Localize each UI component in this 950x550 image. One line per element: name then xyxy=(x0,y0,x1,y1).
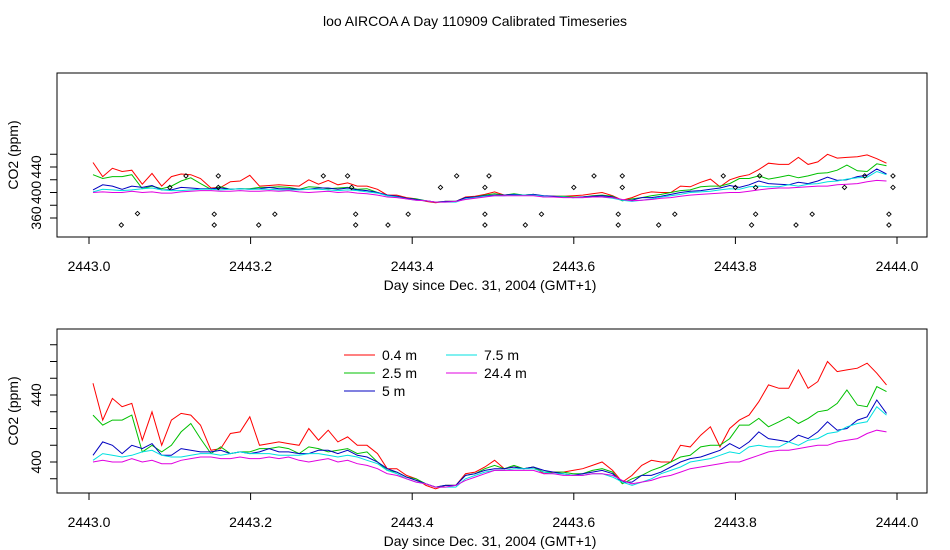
scatter-marker xyxy=(793,222,799,228)
scatter-marker xyxy=(183,173,189,179)
top-series-line-0-4-m xyxy=(92,153,887,204)
y-tick-label: 440 xyxy=(28,383,44,407)
scatter-marker xyxy=(348,184,355,191)
scatter-marker xyxy=(671,211,678,218)
scatter-marker xyxy=(591,173,597,179)
scatter-marker xyxy=(890,173,896,179)
x-tick-label: 2443.8 xyxy=(714,258,757,274)
x-tick-label: 2443.0 xyxy=(68,514,111,530)
scatter-marker xyxy=(570,184,577,191)
legend-label: 5 m xyxy=(382,383,405,399)
scatter-marker xyxy=(890,184,896,191)
x-tick-label: 2443.4 xyxy=(391,258,434,274)
scatter-marker xyxy=(886,211,892,218)
scatter-marker xyxy=(437,184,444,191)
scatter-marker xyxy=(482,211,488,218)
bottom-series-lines xyxy=(92,360,887,490)
scatter-marker xyxy=(756,173,763,179)
scatter-marker xyxy=(615,222,622,228)
top-series-lines xyxy=(92,153,887,204)
y-tick-label: 400 xyxy=(28,181,44,205)
top-y-axis-label: CO2 (ppm) xyxy=(5,120,21,189)
bottom-x-axis-label: Day since Dec. 31, 2004 (GMT+1) xyxy=(384,533,597,549)
top-scatter-markers xyxy=(118,173,896,228)
y-tick-label: 360 xyxy=(28,206,44,230)
scatter-marker xyxy=(655,222,662,228)
scatter-marker xyxy=(134,210,141,217)
scatter-marker xyxy=(619,173,626,179)
legend-label: 7.5 m xyxy=(484,347,519,363)
bottom-plot-frame xyxy=(56,328,928,494)
scatter-marker xyxy=(215,173,222,179)
scatter-marker xyxy=(619,184,626,191)
legend-label: 24.4 m xyxy=(484,365,527,381)
scatter-marker xyxy=(405,211,411,218)
bottom-series-line-7-5-m xyxy=(92,405,887,488)
scatter-marker xyxy=(748,222,755,228)
scatter-marker xyxy=(752,184,759,191)
top-series-line-24-4-m xyxy=(92,179,887,203)
x-tick-label: 2443.0 xyxy=(68,258,111,274)
top-x-axis-label: Day since Dec. 31, 2004 (GMT+1) xyxy=(384,277,597,293)
top-series-line-7-5-m xyxy=(92,170,887,203)
bottom-series-line-0-4-m xyxy=(92,360,887,490)
x-tick-label: 2443.2 xyxy=(229,258,272,274)
scatter-marker xyxy=(166,184,173,191)
x-tick-label: 2444.0 xyxy=(876,258,919,274)
scatter-marker xyxy=(482,222,488,228)
x-tick-label: 2443.6 xyxy=(552,514,595,530)
legend-label: 0.4 m xyxy=(382,347,417,363)
top-plot-frame xyxy=(56,72,928,238)
scatter-marker xyxy=(886,222,892,228)
scatter-marker xyxy=(732,184,739,191)
x-tick-label: 2444.0 xyxy=(876,514,919,530)
scatter-marker xyxy=(861,173,868,179)
top-x-axis: 2443.0 2443.2 2443.4 2443.6 2443.8 2444.0 xyxy=(68,237,919,274)
scatter-marker xyxy=(538,211,545,218)
scatter-marker xyxy=(344,173,351,179)
scatter-marker xyxy=(215,184,222,191)
scatter-marker xyxy=(522,222,529,228)
scatter-marker xyxy=(615,211,622,218)
bottom-x-axis: 2443.0 2443.2 2443.4 2443.6 2443.8 2444.0 xyxy=(68,493,919,530)
bottom-series-line-24-4-m xyxy=(92,429,887,488)
y-tick-label: 400 xyxy=(28,450,44,474)
scatter-marker xyxy=(211,222,218,228)
scatter-marker xyxy=(453,173,460,179)
x-tick-label: 2443.8 xyxy=(714,514,757,530)
scatter-marker xyxy=(352,211,359,218)
legend: 0.4 m 2.5 m 5 m 7.5 m 24.4 m xyxy=(344,347,527,399)
scatter-marker xyxy=(752,211,759,218)
scatter-marker xyxy=(809,211,815,218)
scatter-marker xyxy=(486,173,492,179)
legend-label: 2.5 m xyxy=(382,365,417,381)
x-tick-label: 2443.2 xyxy=(229,514,272,530)
scatter-marker xyxy=(841,184,848,191)
scatter-marker xyxy=(720,173,727,179)
bottom-y-axis: 400 440 xyxy=(28,344,57,480)
scatter-marker xyxy=(320,173,327,179)
scatter-marker xyxy=(272,211,278,218)
scatter-marker xyxy=(255,222,262,228)
bottom-y-axis-label: CO2 (ppm) xyxy=(5,376,21,445)
scatter-marker xyxy=(482,184,488,191)
bottom-panel: 2443.0 2443.2 2443.4 2443.6 2443.8 2444.0 400… xyxy=(5,328,928,549)
scatter-marker xyxy=(118,222,125,228)
bottom-series-line-5-m xyxy=(92,399,887,488)
y-tick-label: 440 xyxy=(28,155,44,179)
scatter-marker xyxy=(211,211,218,218)
x-tick-label: 2443.4 xyxy=(391,514,434,530)
scatter-marker xyxy=(385,222,391,228)
bottom-series-line-2-5-m xyxy=(92,385,887,488)
figure-title: loo AIRCOA A Day 110909 Calibrated Times… xyxy=(323,13,627,29)
top-panel: 2443.0 2443.2 2443.4 2443.6 2443.8 2444.0 360… xyxy=(5,72,928,293)
top-series-line-2-5-m xyxy=(92,163,887,203)
scatter-marker xyxy=(352,222,359,228)
x-tick-label: 2443.6 xyxy=(552,258,595,274)
top-series-line-5-m xyxy=(92,168,887,203)
